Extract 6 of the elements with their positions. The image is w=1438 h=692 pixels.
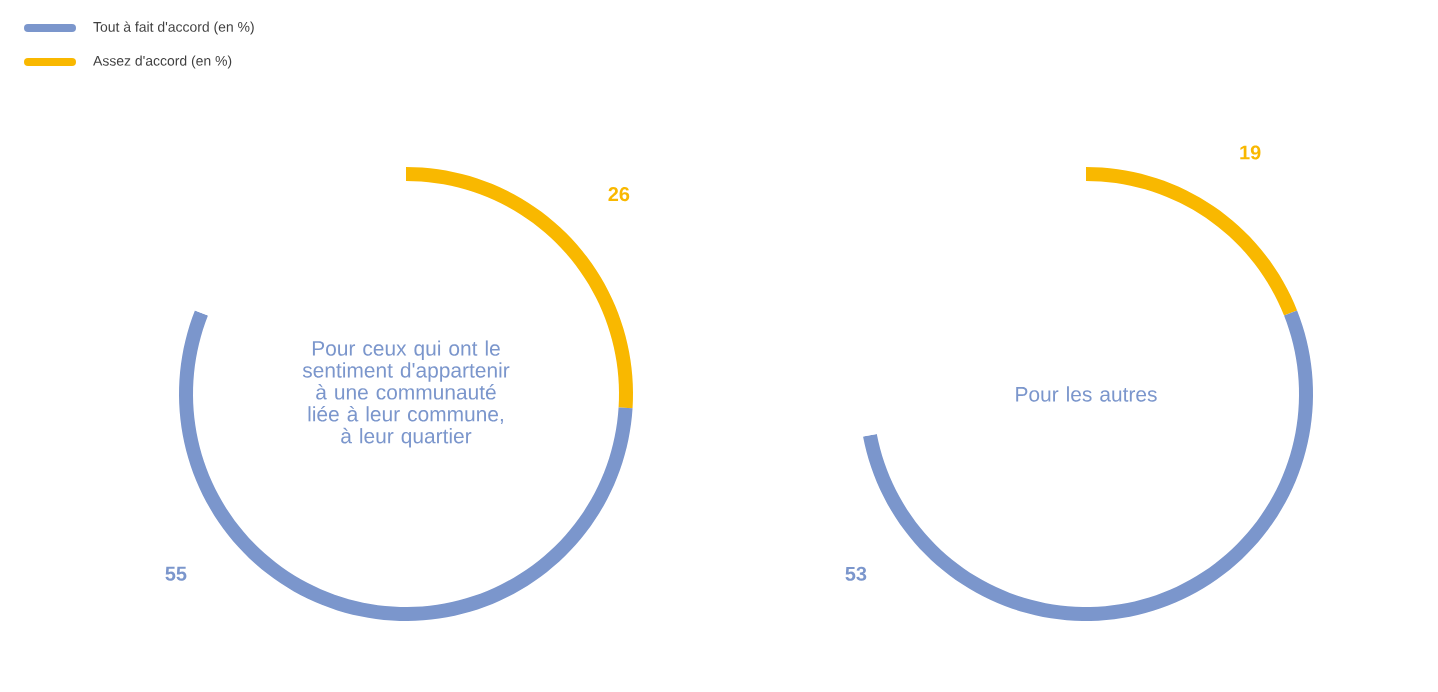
text: Pour les autres xyxy=(1016,386,1157,402)
data-label: 55 xyxy=(165,566,187,581)
data-label: 26 xyxy=(608,187,630,202)
text: Pour ceux qui ont le sentiment d'appartenir à une communauté liée à leur commune, à leur quartier xyxy=(302,340,510,448)
data-label: 19 xyxy=(1240,145,1261,160)
data-label: 53 xyxy=(845,566,867,581)
